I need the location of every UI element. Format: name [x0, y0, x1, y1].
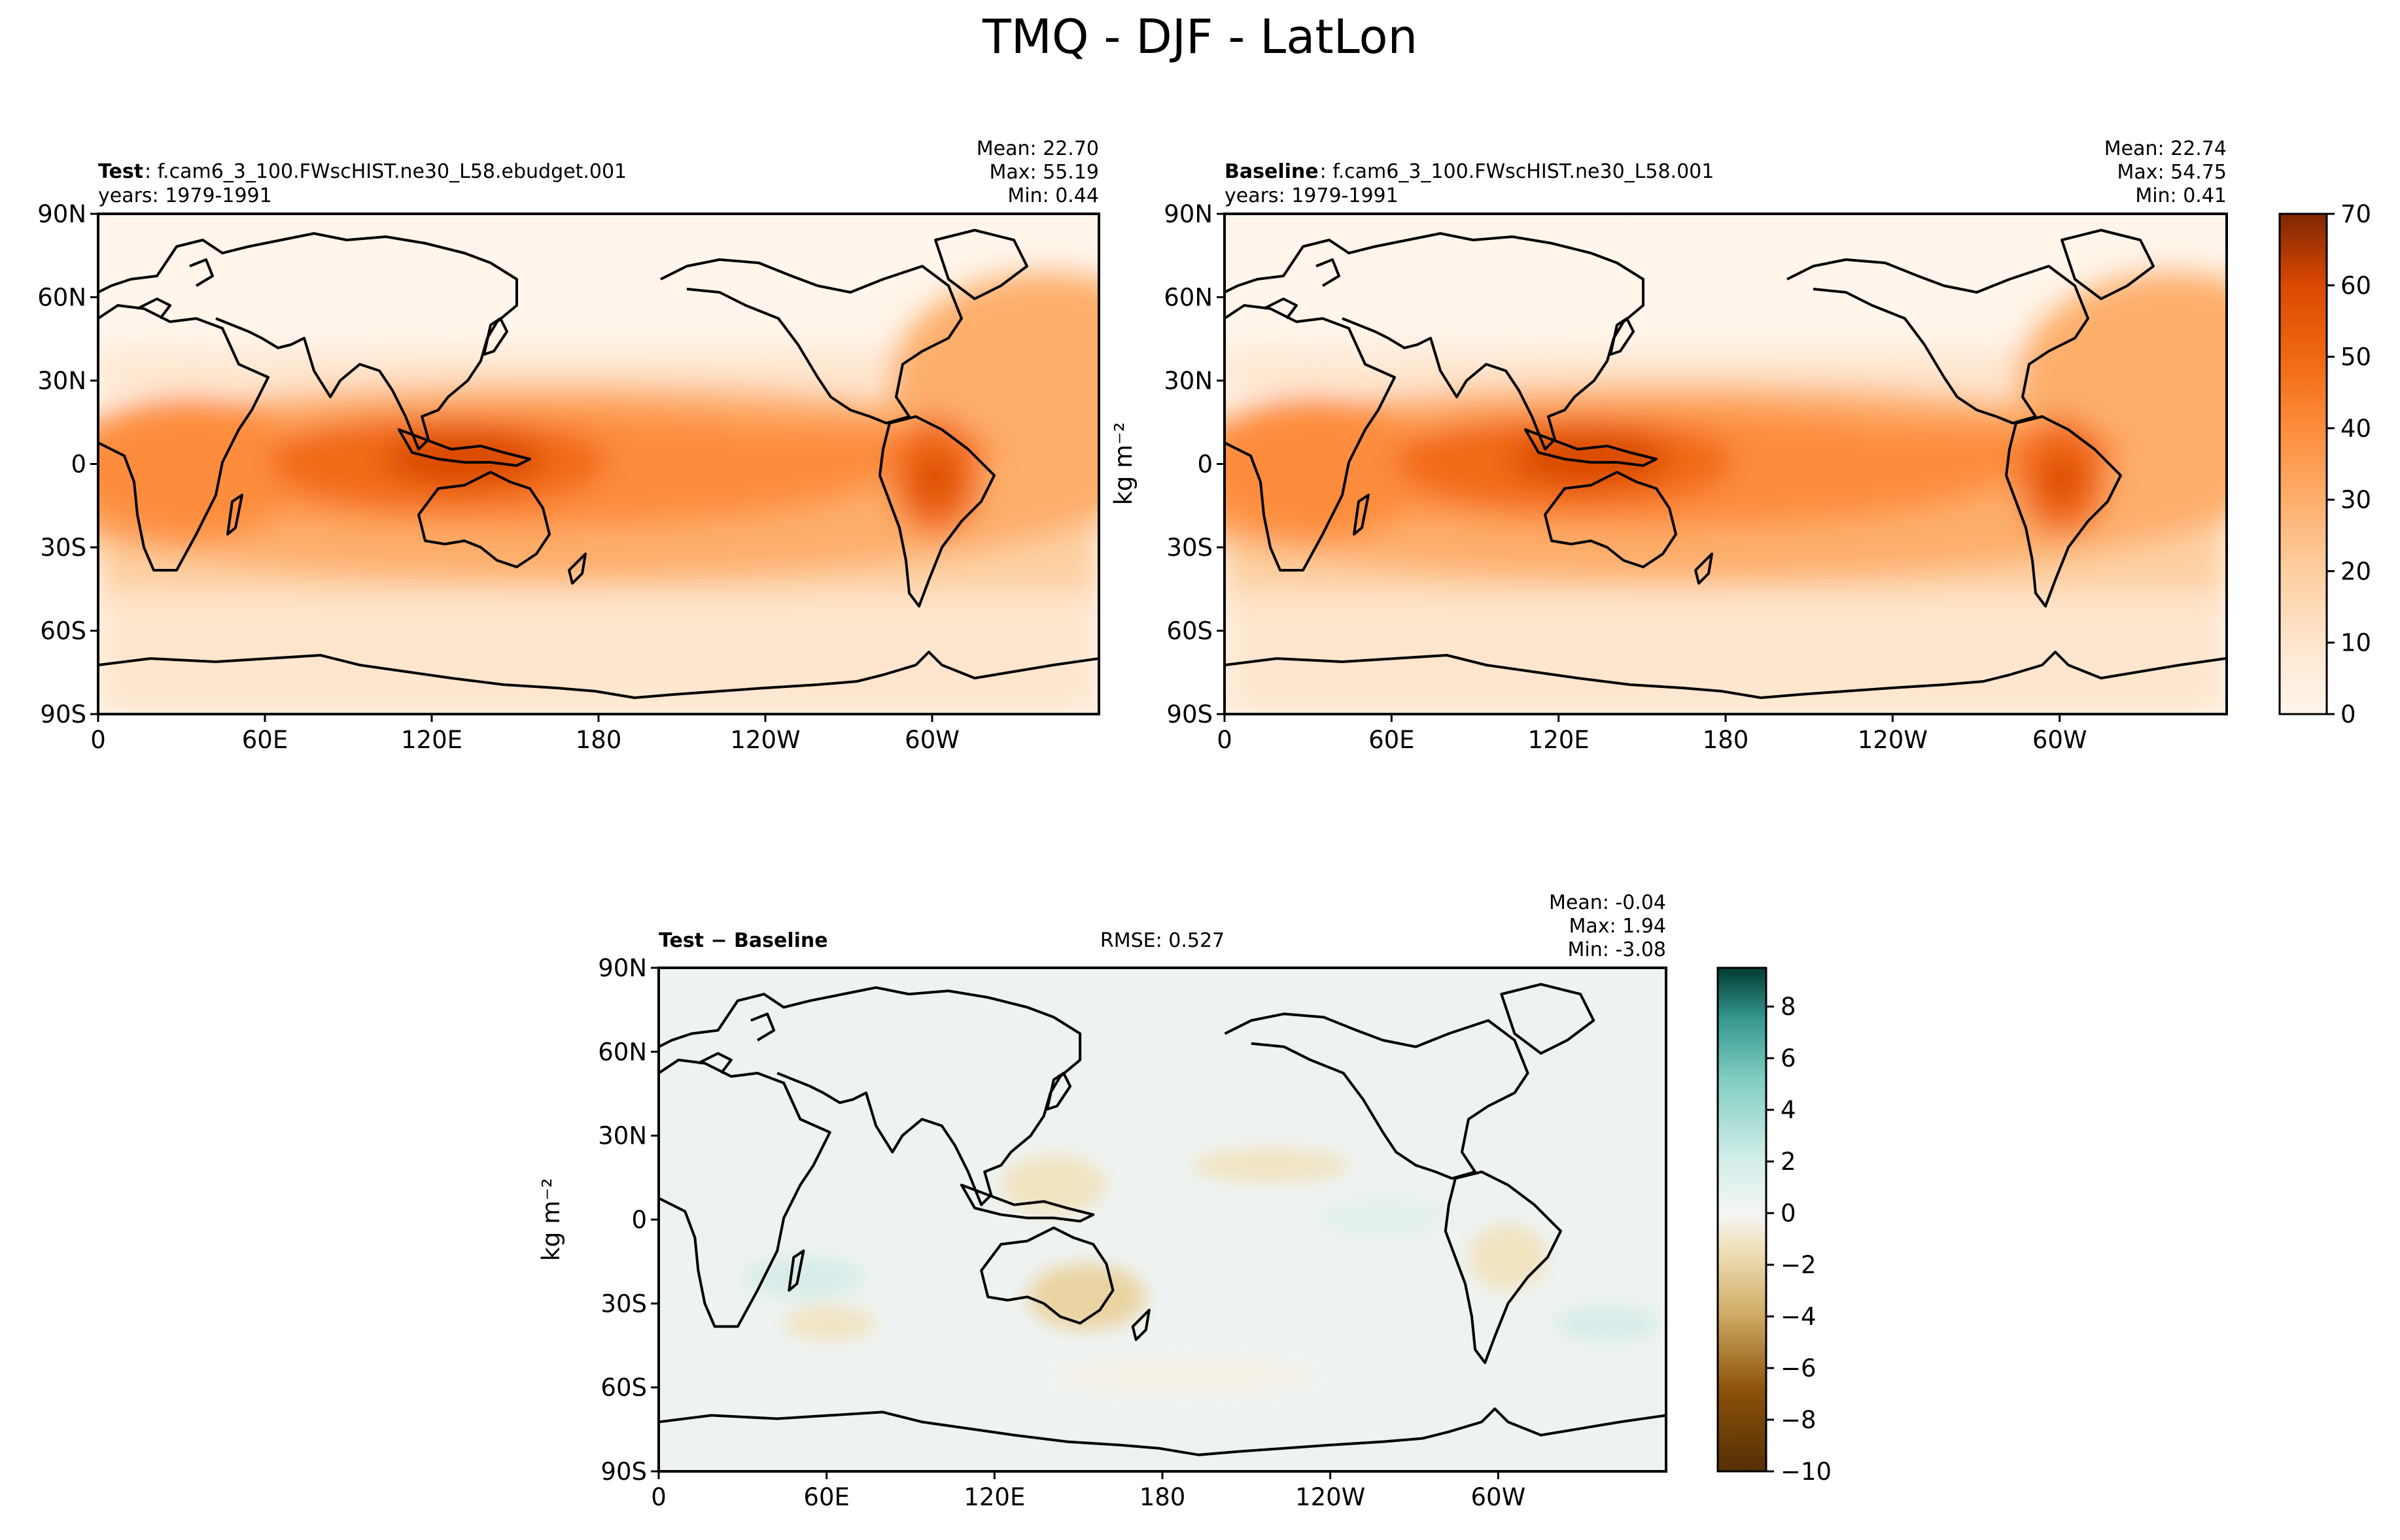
lat-tick-label: 90N: [37, 200, 86, 228]
colorbar-diff: [1716, 967, 1767, 1473]
lat-tick-label: 30N: [37, 367, 86, 395]
lon-tick-label: 180: [1139, 1483, 1186, 1511]
lat-tick-label: 60N: [1164, 284, 1213, 312]
panel-label-bold: Baseline: [1225, 160, 1319, 183]
lat-tick-label: 60S: [600, 1374, 647, 1402]
lat-tick-label: 60S: [1166, 617, 1213, 645]
colorbar-tick-label: 6: [1781, 1044, 1796, 1072]
y-axis-label: kg m⁻²: [537, 1178, 565, 1261]
panel-years: years: 1979-1991: [1225, 184, 1399, 207]
panel-stat: Mean: -0.04: [1549, 891, 1666, 914]
colorbar-tick-label: 4: [1781, 1096, 1796, 1124]
lon-tick-label: 0: [651, 1483, 667, 1511]
panel-diff: [657, 967, 1667, 1473]
lon-tick-label: 60E: [242, 726, 288, 754]
lat-tick-label: 90S: [600, 1458, 647, 1486]
lon-tick-label: 60E: [803, 1483, 849, 1511]
lon-tick-label: 60E: [1368, 726, 1414, 754]
lat-tick-label: 60S: [40, 617, 86, 645]
colorbar-tick-label: 8: [1781, 993, 1796, 1021]
panel-label-text: : f.cam6_3_100.FWscHIST.ne30_L58.ebudget…: [145, 160, 627, 183]
colorbar-tick-label: −4: [1781, 1303, 1817, 1331]
lon-tick-label: 120E: [401, 726, 462, 754]
figure-title: TMQ - DJF - LatLon: [982, 9, 1418, 64]
lon-tick-label: 0: [1217, 726, 1232, 754]
lat-tick-label: 30S: [1166, 534, 1213, 562]
colorbar-tick-label: −8: [1781, 1406, 1817, 1434]
panel-label-bold: Test: [98, 160, 143, 183]
colorbar-main: [2278, 213, 2328, 715]
colorbar-tick-label: 2: [1781, 1148, 1796, 1176]
lon-tick-label: 120W: [1858, 726, 1928, 754]
panel-label-text: : f.cam6_3_100.FWscHIST.ne30_L58.001: [1320, 160, 1714, 183]
colorbar-tick-label: 10: [2340, 629, 2371, 657]
lat-tick-label: 30N: [1164, 367, 1213, 395]
panel-stat: Mean: 22.74: [2104, 137, 2227, 160]
lon-tick-label: 180: [576, 726, 622, 754]
colorbar-tick-label: 70: [2340, 200, 2371, 228]
lon-tick-label: 180: [1703, 726, 1749, 754]
colorbar-tick-label: 60: [2340, 271, 2371, 299]
lat-tick-label: 90N: [1164, 200, 1213, 228]
lat-tick-label: 90S: [40, 700, 86, 728]
lat-tick-label: 90S: [1166, 700, 1213, 728]
colorbar-tick-label: −10: [1781, 1458, 1832, 1486]
panel-years: years: 1979-1991: [98, 184, 272, 207]
y-axis-label: kg m⁻²: [1109, 422, 1138, 505]
lat-tick-label: 30S: [40, 534, 86, 562]
colorbar-tick-label: 30: [2340, 486, 2371, 514]
lon-tick-label: 60W: [1470, 1483, 1525, 1511]
colorbar-tick-label: 0: [1781, 1199, 1796, 1227]
lon-tick-label: 120W: [1295, 1483, 1365, 1511]
colorbar-tick-label: 40: [2340, 415, 2371, 443]
panel-stat: Min: 0.41: [2135, 184, 2227, 207]
panel-rmse: RMSE: 0.527: [1100, 929, 1225, 952]
lat-tick-label: 0: [1197, 451, 1213, 479]
panel-test: [97, 213, 1100, 715]
lat-tick-label: 30N: [598, 1122, 647, 1150]
colorbar-tick-label: 0: [2340, 700, 2356, 728]
panel-stat: Min: -3.08: [1568, 938, 1667, 961]
lon-tick-label: 60W: [905, 726, 960, 754]
colorbar-tick-label: 20: [2340, 557, 2371, 585]
panel-label-bold: Test − Baseline: [659, 929, 828, 952]
panel-stat: Max: 54.75: [2117, 161, 2227, 184]
panel-baseline: [1223, 213, 2228, 715]
lat-tick-label: 90N: [598, 954, 647, 982]
colorbar-tick-label: 50: [2340, 343, 2371, 371]
panel-stat: Max: 55.19: [989, 161, 1099, 184]
lat-tick-label: 30S: [600, 1290, 647, 1318]
lat-tick-label: 60N: [598, 1038, 647, 1066]
lat-tick-label: 60N: [37, 284, 86, 312]
lon-tick-label: 120E: [1528, 726, 1590, 754]
lon-tick-label: 120W: [730, 726, 800, 754]
lon-tick-label: 0: [90, 726, 106, 754]
lat-tick-label: 0: [631, 1206, 647, 1234]
lat-tick-label: 0: [71, 451, 86, 479]
panel-stat: Min: 0.44: [1007, 184, 1099, 207]
colorbar-tick-label: −2: [1781, 1251, 1817, 1279]
lon-tick-label: 120E: [964, 1483, 1025, 1511]
panel-stat: Max: 1.94: [1569, 915, 1666, 938]
panel-stat: Mean: 22.70: [977, 137, 1099, 160]
colorbar-tick-label: −6: [1781, 1354, 1817, 1382]
lon-tick-label: 60W: [2032, 726, 2087, 754]
